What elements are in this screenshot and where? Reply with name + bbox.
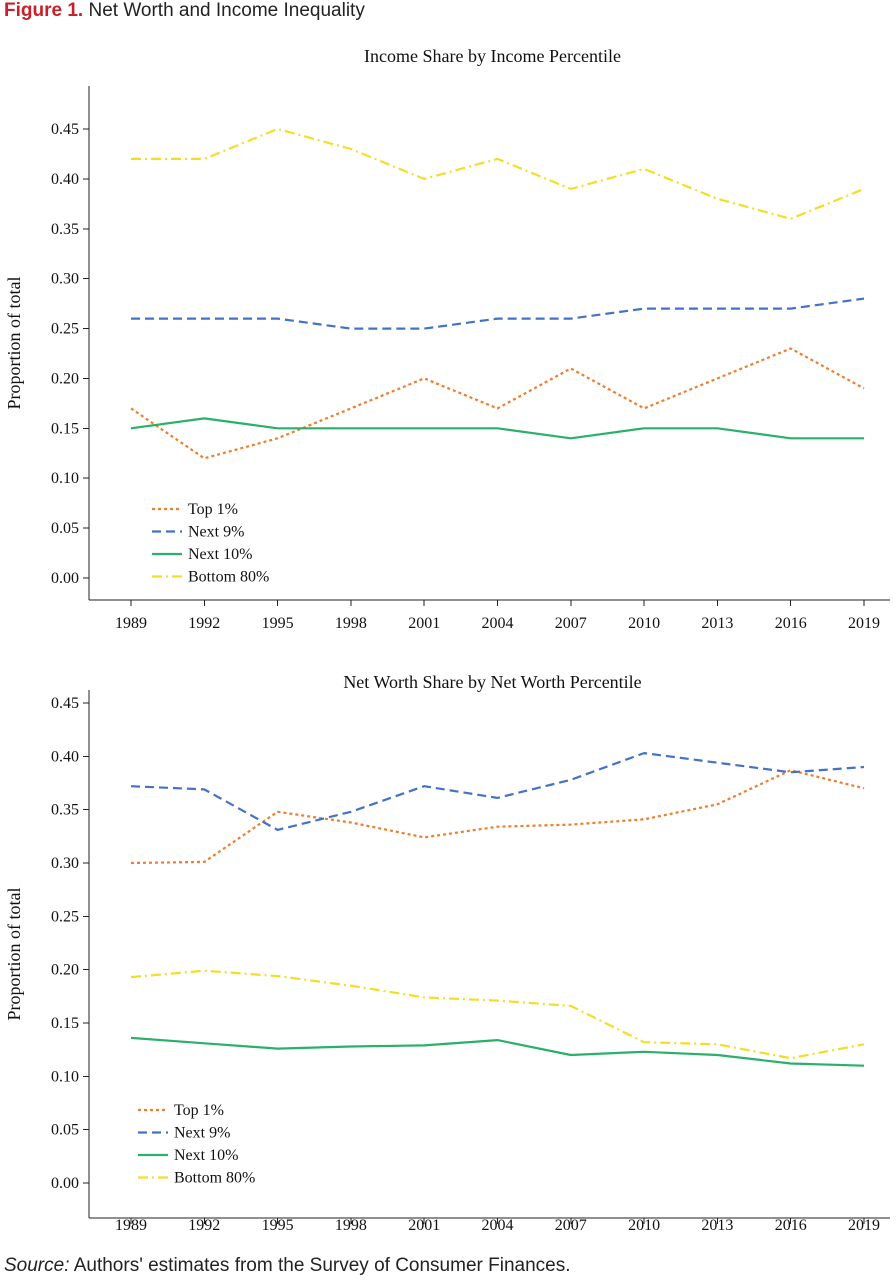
source-label: Source: xyxy=(4,1255,70,1276)
y-tick-label: 0.25 xyxy=(51,321,79,338)
y-tick-label: 0.30 xyxy=(51,855,79,872)
source-note: Source: Authors' estimates from the Surv… xyxy=(4,1255,571,1277)
legend-label: Top 1% xyxy=(188,501,238,518)
figure-title-text: Net Worth and Income Inequality xyxy=(88,0,365,21)
x-tick-label: 2001 xyxy=(408,1217,440,1234)
y-tick-label: 0.15 xyxy=(51,1015,79,1032)
legend-label: Bottom 80% xyxy=(174,1170,255,1187)
net-worth-share-chart: Net Worth Share by Net Worth Percentile 0… xyxy=(4,672,890,1234)
legend-label: Top 1% xyxy=(174,1102,224,1119)
x-tick-label: 2007 xyxy=(555,615,587,632)
y-tick-label: 0.35 xyxy=(51,802,79,819)
y-tick-label: 0.25 xyxy=(51,908,79,925)
y-tick-label: 0.35 xyxy=(51,221,79,238)
x-tick-label: 1992 xyxy=(188,615,220,632)
y-tick-label: 0.20 xyxy=(51,962,79,979)
series-line-top-1 xyxy=(130,769,865,865)
y-tick-label: 0.45 xyxy=(51,121,79,138)
y-tick-label: 0.10 xyxy=(51,1068,79,1085)
y-tick-label: 0.05 xyxy=(51,1122,79,1139)
x-tick-label: 1992 xyxy=(188,1217,220,1234)
x-tick-label: 1995 xyxy=(262,1217,294,1234)
x-tick-label: 2019 xyxy=(848,1217,880,1234)
y-tick-label: 0.20 xyxy=(51,370,79,387)
y-tick-label: 0.40 xyxy=(51,171,79,188)
x-tick-label: 2013 xyxy=(701,1217,733,1234)
legend-label: Next 10% xyxy=(174,1147,238,1164)
series-line-next-9 xyxy=(130,751,865,831)
series-line-next-9 xyxy=(131,297,865,330)
x-tick-label: 2013 xyxy=(701,615,733,632)
legend-label: Bottom 80% xyxy=(188,569,269,586)
x-tick-label: 2004 xyxy=(482,615,514,632)
y-axis-label: Proportion of total xyxy=(4,277,24,410)
series-line-next-10 xyxy=(130,417,864,440)
x-tick-label: 1995 xyxy=(262,615,294,632)
x-tick-label: 2016 xyxy=(775,1217,807,1234)
y-tick-label: 0.15 xyxy=(51,420,79,437)
y-tick-label: 0.40 xyxy=(51,748,79,765)
legend-label: Next 10% xyxy=(188,546,252,563)
x-tick-label: 2007 xyxy=(555,1217,587,1234)
chart-title: Income Share by Income Percentile xyxy=(364,46,621,66)
x-tick-label: 2019 xyxy=(848,615,880,632)
y-tick-label: 0.00 xyxy=(51,570,79,587)
y-tick-label: 0.45 xyxy=(51,695,79,712)
x-tick-label: 1998 xyxy=(335,615,367,632)
x-tick-label: 1998 xyxy=(335,1217,367,1234)
chart-title: Net Worth Share by Net Worth Percentile xyxy=(343,672,641,692)
x-tick-label: 2001 xyxy=(408,615,440,632)
y-tick-label: 0.00 xyxy=(51,1175,79,1192)
source-text: Authors' estimates from the Survey of Co… xyxy=(73,1255,571,1276)
series-line-next-10 xyxy=(130,1036,865,1067)
x-tick-label: 2016 xyxy=(775,615,807,632)
figure-label: Figure 1. xyxy=(4,0,84,21)
x-tick-label: 1989 xyxy=(115,1217,147,1234)
x-tick-label: 2010 xyxy=(628,1217,660,1234)
x-tick-label: 1989 xyxy=(115,615,147,632)
legend-label: Next 9% xyxy=(188,524,244,541)
y-tick-label: 0.30 xyxy=(51,271,79,288)
y-tick-label: 0.05 xyxy=(51,520,79,537)
series-line-bottom-80 xyxy=(131,127,865,220)
income-share-chart: Income Share by Income Percentile 0.00 0.0… xyxy=(4,46,890,632)
series-line-top-1 xyxy=(130,347,865,460)
x-tick-label: 2004 xyxy=(482,1217,514,1234)
legend-label: Next 9% xyxy=(174,1125,230,1142)
x-tick-label: 2010 xyxy=(628,615,660,632)
y-tick-label: 0.10 xyxy=(51,470,79,487)
y-axis-label: Proportion of total xyxy=(4,888,24,1021)
series-line-bottom-80 xyxy=(130,969,865,1060)
figure-title: Figure 1. Net Worth and Income Inequalit… xyxy=(4,0,365,22)
